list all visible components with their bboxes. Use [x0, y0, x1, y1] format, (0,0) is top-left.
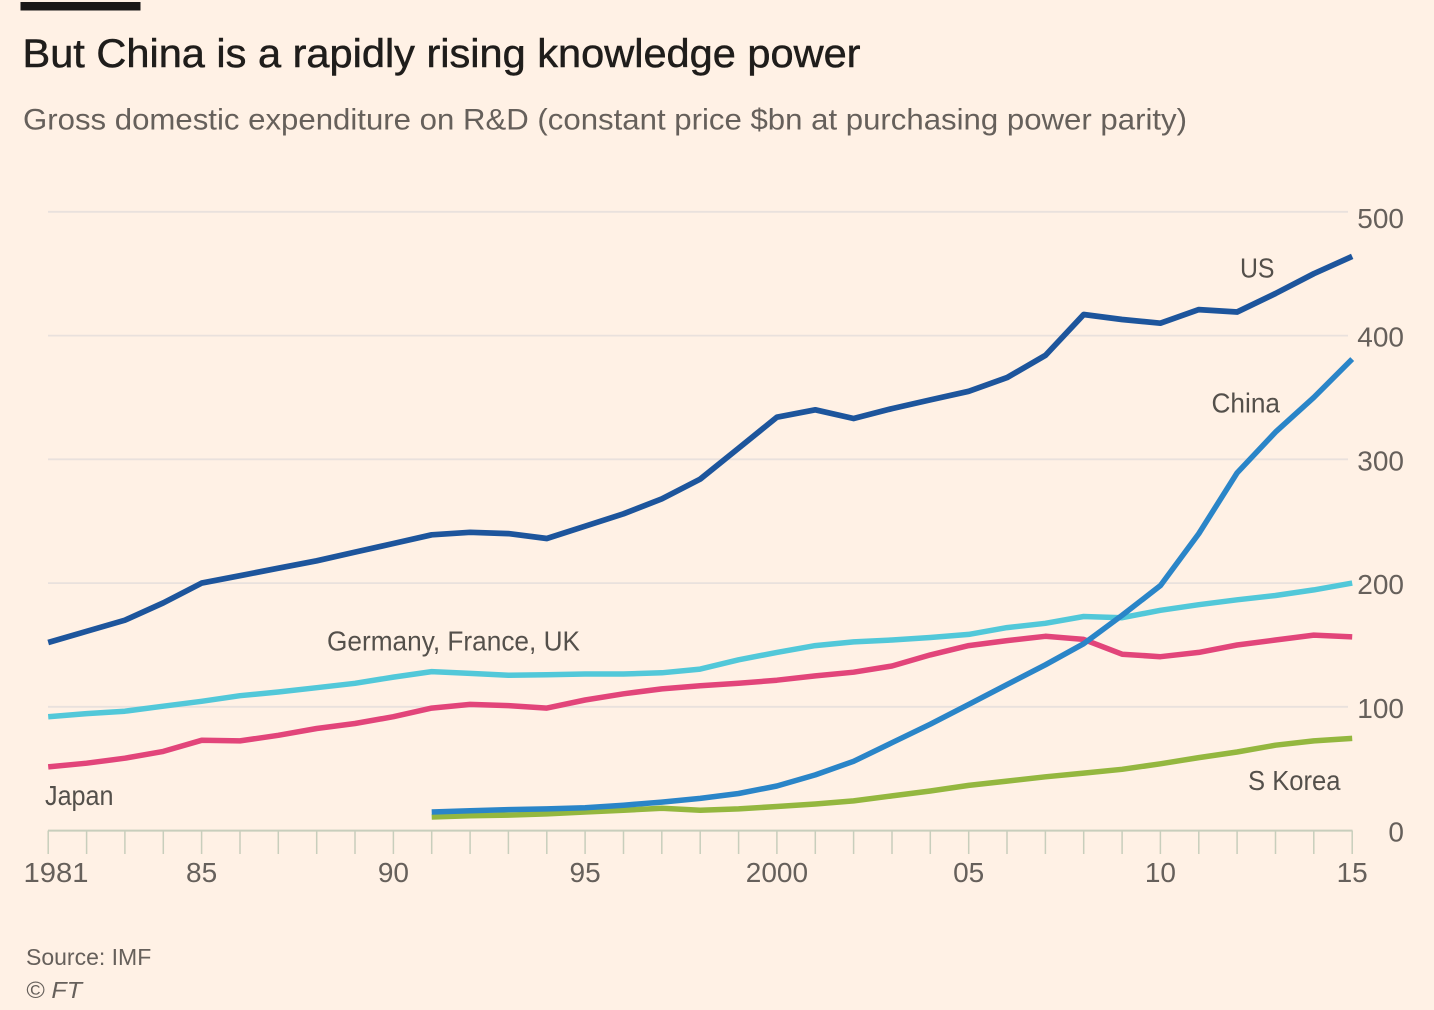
- svg-text:200: 200: [1357, 569, 1404, 600]
- svg-text:1981: 1981: [24, 857, 89, 888]
- svg-text:0: 0: [1388, 817, 1404, 848]
- svg-text:90: 90: [378, 857, 409, 888]
- svg-text:2000: 2000: [746, 857, 808, 888]
- svg-text:Source: IMF: Source: IMF: [26, 944, 151, 970]
- svg-text:But China is a rapidly rising: But China is a rapidly rising knowledge …: [23, 32, 861, 76]
- svg-text:US: US: [1240, 253, 1275, 284]
- svg-text:400: 400: [1357, 322, 1404, 353]
- svg-text:300: 300: [1357, 445, 1404, 476]
- svg-text:95: 95: [570, 857, 601, 888]
- svg-text:S Korea: S Korea: [1248, 765, 1341, 796]
- svg-text:Japan: Japan: [45, 780, 114, 811]
- svg-text:© FT: © FT: [26, 977, 84, 1003]
- svg-text:Gross domestic expenditure on: Gross domestic expenditure on R&D (const…: [23, 104, 1187, 137]
- svg-text:85: 85: [186, 857, 217, 888]
- svg-text:500: 500: [1357, 203, 1404, 234]
- svg-text:Germany, France, UK: Germany, France, UK: [327, 625, 580, 656]
- svg-text:10: 10: [1145, 857, 1176, 888]
- svg-text:100: 100: [1357, 693, 1404, 724]
- svg-text:China: China: [1212, 387, 1281, 418]
- svg-text:15: 15: [1337, 857, 1368, 888]
- svg-text:05: 05: [953, 857, 984, 888]
